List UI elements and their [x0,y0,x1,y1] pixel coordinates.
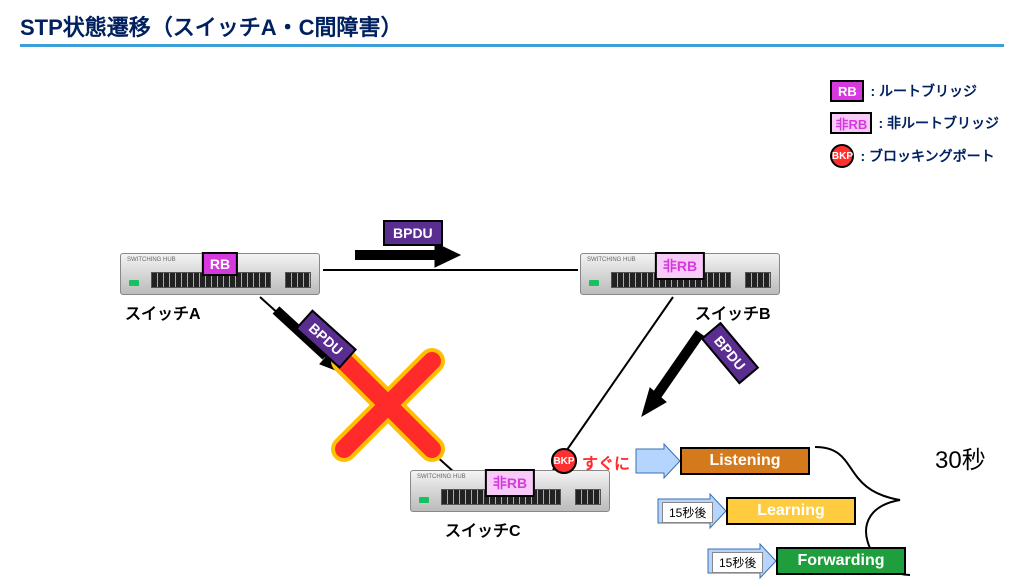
legend-row-rb: RB : ルートブリッジ [830,80,999,102]
state-listening: Listening [680,447,810,475]
legend-nrb-text: : 非ルートブリッジ [878,113,999,133]
switch-side-ports-icon [575,489,601,505]
bpdu-tag-ab: BPDU [383,220,443,246]
switch-c-badge: 非RB [485,469,535,497]
bpdu-tag-bc: BPDU [701,322,759,384]
state-learning: Learning [726,497,856,525]
legend-nrb-badge: 非RB [830,112,872,134]
switch-b-label: スイッチB [695,300,771,324]
delay-label-2: 15秒後 [712,552,763,573]
switch-side-ports-icon [745,272,771,288]
delay-label-1: 15秒後 [662,502,713,523]
switch-side-ports-icon [285,272,311,288]
switch-b-badge: 非RB [655,252,705,280]
switch-led-icon [589,280,599,286]
brace-label: 30秒 [935,440,986,475]
switch-a-label: スイッチA [125,300,201,324]
switch-led-icon [419,497,429,503]
legend: RB : ルートブリッジ 非RB : 非ルートブリッジ BKP : ブロッキング… [830,80,999,178]
switch-b: 非RB [580,253,780,295]
switch-led-icon [129,280,139,286]
bkp-marker: BKP [551,448,577,474]
legend-row-nrb: 非RB : 非ルートブリッジ [830,112,999,134]
legend-row-bkp: BKP : ブロッキングポート [830,144,999,168]
switch-a-badge: RB [202,252,238,276]
legend-bkp-text: : ブロッキングポート [860,146,994,166]
state-forwarding: Forwarding [776,547,906,575]
page-title: STP状態遷移（スイッチA・C間障害） [20,10,403,42]
switch-c: 非RB [410,470,610,512]
title-underline [20,44,1004,47]
legend-rb-badge: RB [830,80,864,102]
bpdu-tag-ac: BPDU [295,309,357,368]
legend-bkp-badge: BKP [830,144,854,168]
legend-rb-text: : ルートブリッジ [870,81,977,101]
switch-c-label: スイッチC [445,517,521,541]
switch-a: RB [120,253,320,295]
immediate-label: すぐに [582,450,630,474]
